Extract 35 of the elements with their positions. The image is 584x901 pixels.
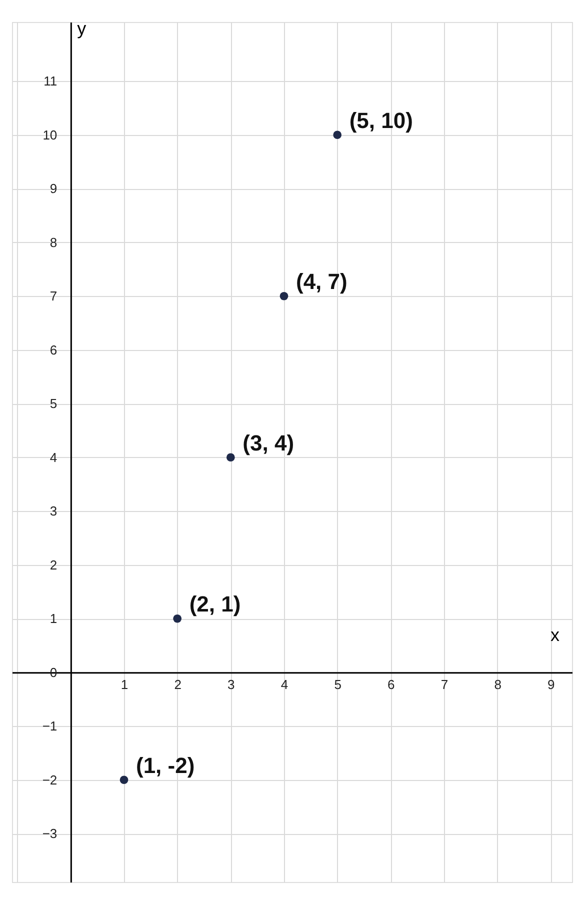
- y-tick-label: −3: [42, 826, 58, 842]
- point: [333, 130, 342, 140]
- y-tick-label: 5: [50, 396, 58, 412]
- annotation: (4, 7): [296, 269, 348, 294]
- point: [120, 776, 128, 784]
- annotation: (2, 1): [189, 592, 241, 617]
- annotation: (5, 10): [349, 108, 413, 133]
- y-tick-label: 2: [50, 557, 58, 572]
- y-tick-label: 10: [42, 127, 58, 142]
- x-tick-label: 9: [548, 676, 555, 692]
- x-tick-label: 8: [494, 676, 502, 692]
- y-tick-label: 7: [50, 288, 58, 304]
- y-tick-label: −2: [42, 772, 58, 788]
- point: [173, 614, 182, 623]
- y-axis-title: y: [77, 18, 86, 38]
- x-tick-label: 5: [334, 676, 342, 692]
- annotation: (3, 4): [242, 430, 294, 456]
- x-tick-label: 6: [388, 676, 395, 692]
- point: [226, 453, 235, 462]
- point: [280, 292, 288, 300]
- x-axis-title: x: [550, 624, 560, 645]
- x-tick-label: 4: [280, 676, 288, 692]
- annotation: (1, -2): [136, 752, 195, 778]
- y-tick-label: 4: [50, 450, 58, 465]
- y-tick-label: 9: [50, 181, 58, 196]
- x-tick-label: 1: [120, 676, 128, 692]
- y-tick-label: 1: [50, 611, 58, 626]
- y-tick-label: 11: [44, 74, 58, 89]
- y-tick-label: 6: [50, 342, 58, 358]
- y-tick-label: 8: [50, 234, 58, 250]
- x-tick-label: 7: [440, 676, 448, 692]
- x-tick-label: 3: [228, 676, 235, 692]
- x-tick-label: 2: [174, 676, 182, 692]
- y-tick-label: 3: [50, 504, 58, 519]
- y-tick-label: −1: [42, 718, 58, 734]
